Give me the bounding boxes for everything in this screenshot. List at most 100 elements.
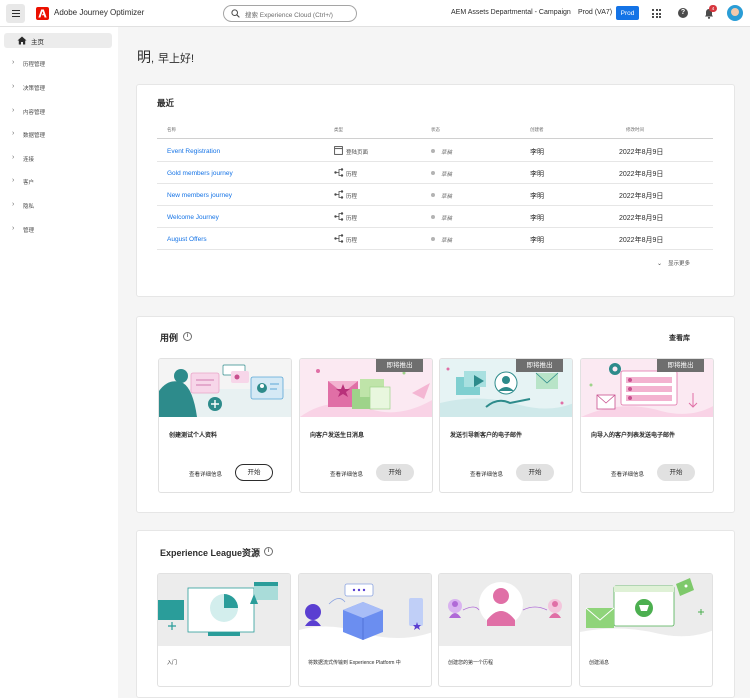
start-button[interactable]: 开始 [376, 464, 414, 481]
journey-icon [334, 234, 344, 243]
chevron-right-icon: › [12, 154, 15, 161]
item-name-link[interactable]: Welcome Journey [167, 214, 219, 221]
table-row[interactable]: August Offers 历程 草稿 李明 2022年8月9日 [157, 228, 713, 250]
table-row[interactable]: New members journey 历程 草稿 李明 2022年8月9日 [157, 184, 713, 206]
help-icon[interactable]: ? [678, 8, 688, 18]
use-case-card[interactable]: 即将推出 向客户发送生日消息 查看详细信息 开始 [299, 358, 433, 493]
league-resource-card[interactable]: 入门 [157, 573, 291, 687]
table-row[interactable]: Event Registration 登陆页面 草稿 李明 2022年8月9日 [157, 140, 713, 162]
sidebar-item-customers[interactable]: › 客户 [0, 174, 118, 188]
sidebar-item-decision-management[interactable]: › 决策管理 [0, 80, 118, 94]
league-resource-card[interactable]: 将数据流式传输到 Experience Platform 中 [298, 573, 432, 687]
view-library-link[interactable]: 查看库 [669, 335, 690, 342]
use-case-card[interactable]: 创建测试个人资料 查看详细信息 开始 [158, 358, 292, 493]
item-status: 草稿 [441, 238, 453, 244]
resource-title: 将数据流式传输到 Experience Platform 中 [308, 660, 401, 666]
sidebar: 主页 › 历程管理 › 决策管理 › 内容管理 › 数据管理 › 连接 › 客户 › 隐私 ›… [0, 27, 118, 698]
item-created-by: 李明 [530, 171, 544, 178]
org-switcher[interactable]: AEM Assets Departmental - Campaign [451, 9, 571, 16]
view-details-link[interactable]: 查看详细信息 [189, 472, 223, 478]
resource-illustration [580, 574, 712, 646]
coming-soon-badge: 即将推出 [376, 359, 423, 372]
item-modified: 2022年8月9日 [619, 171, 664, 178]
chevron-right-icon: › [12, 225, 15, 232]
status-dot [431, 149, 435, 153]
view-details-link[interactable]: 查看详细信息 [611, 472, 645, 478]
column-header-modified[interactable]: 修改时间 [626, 127, 644, 132]
chevron-right-icon: › [12, 177, 15, 184]
item-type: 历程 [346, 172, 358, 178]
item-type: 历程 [346, 238, 358, 244]
start-button[interactable]: 开始 [516, 464, 554, 481]
item-name-link[interactable]: Event Registration [167, 148, 221, 155]
table-row[interactable]: Welcome Journey 历程 草稿 李明 2022年8月9日 [157, 206, 713, 228]
item-name-link[interactable]: Gold members journey [167, 170, 233, 177]
status-dot [431, 237, 435, 241]
search-input[interactable]: 搜索 Experience Cloud (Ctrl+/) [223, 5, 357, 22]
resource-title: 创建您的第一个历程 [448, 660, 494, 666]
chevron-right-icon: › [12, 201, 15, 208]
item-type: 历程 [346, 194, 358, 200]
greeting: 明, 早上好! [137, 47, 194, 67]
sidebar-item-label: 管理 [23, 228, 35, 234]
show-more-button[interactable]: ⌄ 显示更多 [657, 259, 690, 267]
league-title: Experience League资源 [160, 548, 261, 558]
info-icon[interactable]: i [183, 332, 192, 341]
journey-icon [334, 212, 344, 221]
info-icon[interactable]: i [264, 547, 273, 556]
use-case-illustration [159, 359, 291, 417]
chevron-right-icon: › [12, 83, 15, 90]
sidebar-item-content-management[interactable]: › 内容管理 [0, 104, 118, 118]
table-row[interactable]: Gold members journey 历程 草稿 李明 2022年8月9日 [157, 162, 713, 184]
use-case-card[interactable]: 即将推出 发送引导新客户的电子邮件 查看详细信息 开始 [439, 358, 573, 493]
prod-badge: Prod [616, 6, 639, 20]
apps-grid-icon[interactable] [652, 9, 661, 18]
item-status: 草稿 [441, 216, 453, 222]
item-modified: 2022年8月9日 [619, 149, 664, 156]
sidebar-item-administration[interactable]: › 管理 [0, 222, 118, 236]
item-created-by: 李明 [530, 149, 544, 156]
item-status: 草稿 [441, 150, 453, 156]
top-bar: Adobe Journey Optimizer 搜索 Experience Cl… [0, 0, 750, 27]
app-title[interactable]: Adobe Journey Optimizer [54, 8, 145, 17]
start-button[interactable]: 开始 [657, 464, 695, 481]
chevron-right-icon: › [12, 59, 15, 66]
recent-title: 最近 [157, 98, 175, 108]
column-header-created-by[interactable]: 创建者 [530, 127, 544, 132]
sidebar-item-label: 隐私 [23, 204, 35, 210]
search-icon [231, 9, 240, 18]
use-case-card[interactable]: 即将推出 向导入的客户列表发送电子邮件 查看详细信息 开始 [580, 358, 714, 493]
item-created-by: 李明 [530, 193, 544, 200]
sidebar-item-connections[interactable]: › 连接 [0, 151, 118, 165]
adobe-logo-icon[interactable] [36, 7, 49, 20]
recent-card: 最近 名称 类型 状态 创建者 修改时间 Event Registration … [136, 84, 735, 297]
item-name-link[interactable]: New members journey [167, 192, 233, 199]
sidebar-item-home[interactable]: 主页 [4, 33, 112, 48]
column-header-status[interactable]: 状态 [431, 127, 440, 132]
view-details-link[interactable]: 查看详细信息 [470, 472, 504, 478]
sidebar-item-label: 决策管理 [23, 86, 46, 92]
sidebar-item-privacy[interactable]: › 隐私 [0, 198, 118, 212]
league-resource-card[interactable]: 创建消息 [579, 573, 713, 687]
item-modified: 2022年8月9日 [619, 215, 664, 222]
coming-soon-badge: 即将推出 [516, 359, 563, 372]
start-button[interactable]: 开始 [235, 464, 273, 481]
column-header-name[interactable]: 名称 [167, 127, 176, 132]
avatar[interactable] [727, 5, 743, 21]
league-resource-card[interactable]: 创建您的第一个历程 [438, 573, 572, 687]
use-case-title: 向导入的客户列表发送电子邮件 [591, 433, 676, 439]
sandbox-switcher[interactable]: Prod (VA7) [578, 9, 613, 16]
status-dot [431, 171, 435, 175]
resource-illustration [299, 574, 431, 646]
view-details-link[interactable]: 查看详细信息 [330, 472, 364, 478]
sidebar-item-journey-management[interactable]: › 历程管理 [0, 56, 118, 70]
resource-illustration [439, 574, 571, 646]
item-name-link[interactable]: August Offers [167, 236, 207, 243]
sidebar-item-data-management[interactable]: › 数据管理 [0, 127, 118, 141]
sidebar-item-label: 主页 [31, 39, 44, 46]
column-header-type[interactable]: 类型 [334, 127, 343, 132]
menu-icon[interactable] [6, 4, 25, 23]
use-case-illustration [440, 359, 572, 417]
sidebar-item-label: 连接 [23, 157, 35, 163]
table-header: 名称 类型 状态 创建者 修改时间 [157, 125, 713, 139]
